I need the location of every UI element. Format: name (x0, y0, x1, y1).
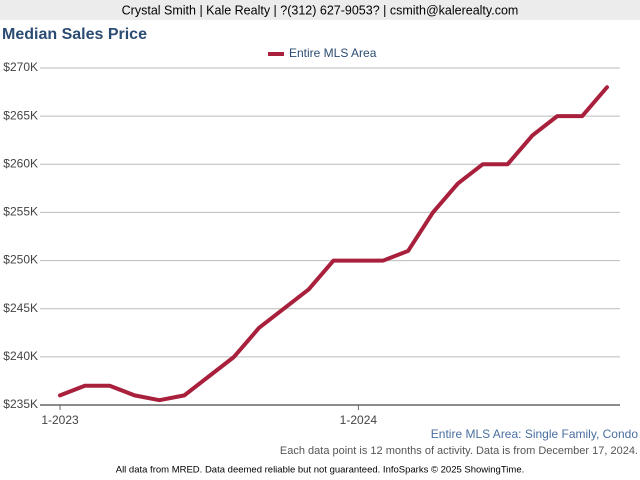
y-tick-label: $240K (3, 349, 38, 363)
legend-label: Entire MLS Area (289, 46, 377, 60)
x-tick-label: 1-2024 (340, 413, 378, 427)
y-tick-label: $235K (3, 397, 38, 411)
y-tick-label: $260K (3, 156, 38, 170)
header-bar (0, 0, 640, 20)
chart-title: Median Sales Price (2, 26, 147, 43)
y-tick-label: $255K (3, 205, 38, 219)
y-tick-label: $245K (3, 301, 38, 315)
disclaimer: All data from MRED. Data deemed reliable… (116, 465, 525, 476)
y-tick-label: $270K (3, 60, 38, 74)
header-contact: Crystal Smith | Kale Realty | ?(312) 627… (122, 3, 519, 17)
x-tick-label: 1-2023 (41, 413, 79, 427)
area-label: Entire MLS Area: Single Family, Condo (431, 427, 639, 441)
note: Each data point is 12 months of activity… (280, 445, 638, 457)
y-tick-label: $250K (3, 253, 38, 267)
y-tick-label: $265K (3, 108, 38, 122)
series-line (58, 85, 609, 403)
